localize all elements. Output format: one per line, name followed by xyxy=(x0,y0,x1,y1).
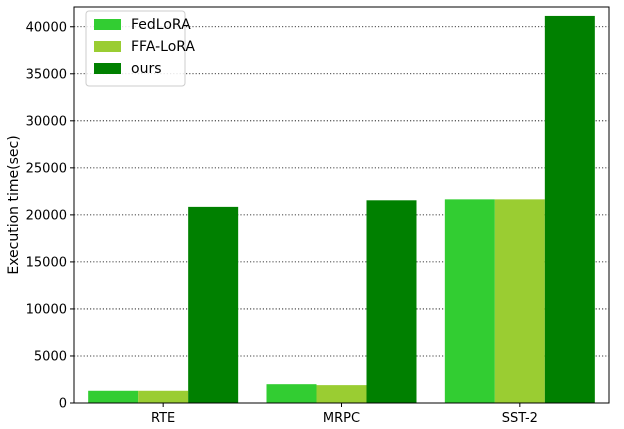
legend-swatch xyxy=(94,19,121,30)
legend-label: ours xyxy=(131,61,162,77)
y-axis-label: Execution time(sec) xyxy=(6,135,22,274)
bar-ffa-lora-mrpc xyxy=(316,385,367,403)
y-tick-label: 30000 xyxy=(26,114,67,129)
bar-fedlora-rte xyxy=(88,390,139,403)
bar-ours-mrpc xyxy=(366,200,417,403)
y-tick-label: 35000 xyxy=(26,67,67,82)
legend: FedLoRA FFA-LoRA ours xyxy=(85,10,195,87)
y-tick-label: 15000 xyxy=(26,255,67,270)
y-tick-label: 40000 xyxy=(26,20,67,35)
y-tick-label: 20000 xyxy=(26,208,67,223)
y-tick-label: 5000 xyxy=(34,349,67,364)
bar-ffa-lora-rte xyxy=(138,390,189,403)
bars xyxy=(88,15,595,404)
x-tick-label: MRPC xyxy=(323,411,360,426)
bar-fedlora-mrpc xyxy=(266,384,317,403)
x-ticks: RTE MRPC SST-2 xyxy=(151,403,538,426)
bar-ours-sst-2 xyxy=(544,15,595,404)
legend-label: FFA-LoRA xyxy=(131,39,195,55)
bar-ffa-lora-sst-2 xyxy=(494,199,545,403)
x-tick-label: RTE xyxy=(151,411,175,426)
legend-swatch xyxy=(94,63,121,74)
y-tick-label: 0 xyxy=(59,397,67,412)
legend-label: FedLoRA xyxy=(131,17,191,33)
y-ticks: 0 5000 10000 15000 20000 25000 30000 35000 40000 xyxy=(26,20,74,412)
x-tick-label: SST-2 xyxy=(502,411,538,426)
legend-swatch xyxy=(94,41,121,52)
bar-ours-rte xyxy=(188,206,239,403)
bar-fedlora-sst-2 xyxy=(444,199,495,403)
y-tick-label: 10000 xyxy=(26,302,67,317)
y-tick-label: 25000 xyxy=(26,161,67,176)
